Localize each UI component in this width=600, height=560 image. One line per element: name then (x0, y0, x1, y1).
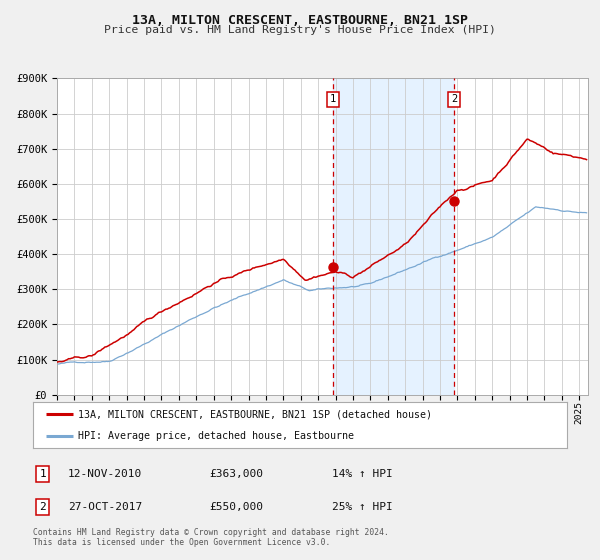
Text: 12-NOV-2010: 12-NOV-2010 (68, 469, 142, 479)
Text: 27-OCT-2017: 27-OCT-2017 (68, 502, 142, 512)
Text: Price paid vs. HM Land Registry's House Price Index (HPI): Price paid vs. HM Land Registry's House … (104, 25, 496, 35)
Text: 1: 1 (39, 469, 46, 479)
Text: £363,000: £363,000 (209, 469, 263, 479)
Text: £550,000: £550,000 (209, 502, 263, 512)
Text: Contains HM Land Registry data © Crown copyright and database right 2024.
This d: Contains HM Land Registry data © Crown c… (33, 528, 389, 547)
Text: 2: 2 (39, 502, 46, 512)
Text: 14% ↑ HPI: 14% ↑ HPI (332, 469, 393, 479)
Text: 1: 1 (330, 95, 337, 105)
Text: 25% ↑ HPI: 25% ↑ HPI (332, 502, 393, 512)
Text: 13A, MILTON CRESCENT, EASTBOURNE, BN21 1SP: 13A, MILTON CRESCENT, EASTBOURNE, BN21 1… (132, 14, 468, 27)
Text: 13A, MILTON CRESCENT, EASTBOURNE, BN21 1SP (detached house): 13A, MILTON CRESCENT, EASTBOURNE, BN21 1… (79, 409, 433, 419)
Text: HPI: Average price, detached house, Eastbourne: HPI: Average price, detached house, East… (79, 431, 355, 441)
Bar (333, 78, 454, 395)
Text: 2: 2 (451, 95, 457, 105)
